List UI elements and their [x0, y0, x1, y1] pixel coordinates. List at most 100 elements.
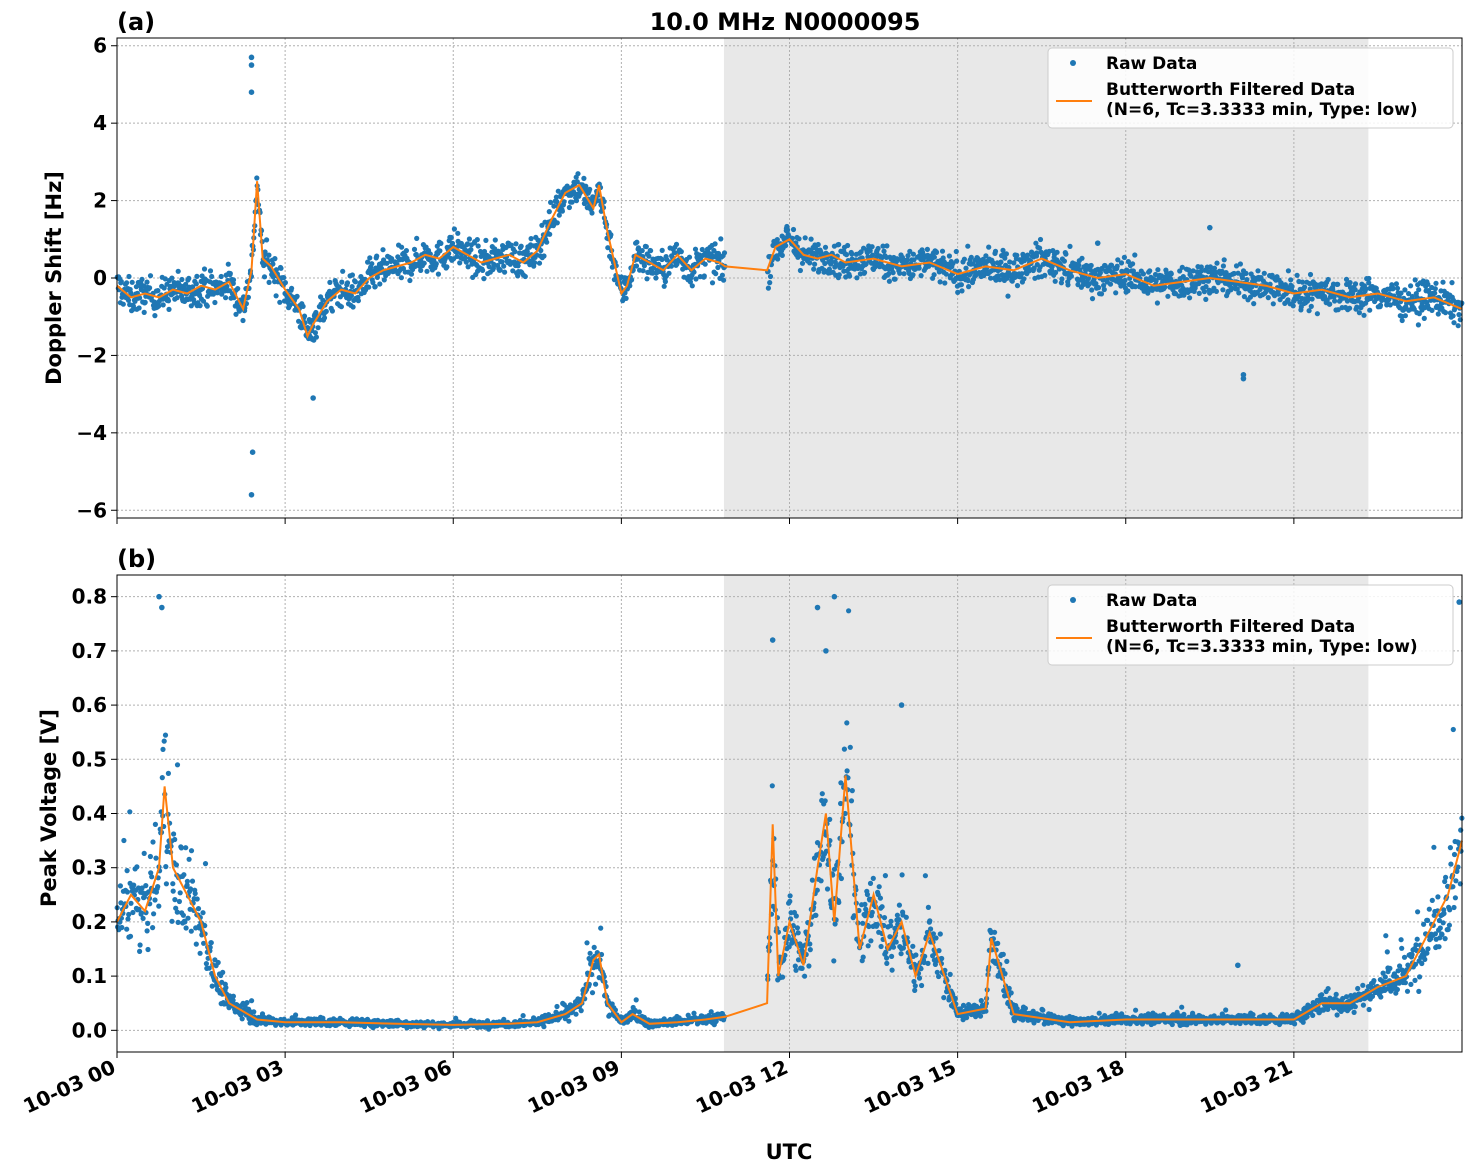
raw-data-point	[156, 303, 162, 309]
raw-data-point	[254, 175, 260, 181]
raw-data-point	[137, 948, 143, 955]
raw-data-point	[152, 313, 158, 319]
raw-data-point	[145, 920, 151, 927]
raw-data-point	[828, 258, 834, 264]
raw-data-point	[1308, 303, 1314, 309]
raw-data-point	[822, 798, 828, 804]
raw-data-point	[162, 732, 169, 738]
raw-data-point	[1005, 293, 1011, 299]
raw-data-point	[502, 269, 508, 275]
raw-data-point	[983, 253, 989, 259]
raw-data-point	[172, 836, 178, 843]
raw-data-point	[490, 265, 496, 271]
raw-data-point	[650, 270, 656, 276]
raw-data-point	[1058, 280, 1064, 286]
raw-data-point	[1011, 260, 1017, 266]
raw-data-point	[1162, 284, 1168, 290]
raw-data-point	[235, 286, 241, 292]
raw-data-point	[1275, 291, 1281, 297]
raw-data-point	[144, 928, 150, 934]
raw-data-point	[214, 290, 220, 296]
raw-data-point	[581, 175, 587, 181]
raw-data-point	[384, 260, 390, 266]
y-tick-label: −6	[76, 498, 107, 522]
raw-data-point	[1306, 308, 1312, 314]
raw-data-point	[1270, 301, 1276, 307]
raw-data-point	[1319, 992, 1325, 998]
raw-data-point	[315, 325, 321, 331]
raw-data-point	[1003, 251, 1010, 257]
raw-data-point	[811, 266, 817, 272]
raw-data-point	[1425, 281, 1431, 287]
raw-data-point	[919, 982, 925, 989]
raw-data-point	[1125, 259, 1131, 265]
raw-data-point	[153, 855, 159, 861]
raw-data-point	[992, 929, 998, 935]
raw-data-point	[884, 960, 890, 967]
raw-data-point	[925, 960, 931, 967]
raw-data-point	[468, 247, 474, 253]
raw-data-point	[931, 272, 937, 278]
raw-data-point	[183, 281, 189, 287]
raw-data-point	[693, 276, 699, 282]
raw-data-point	[174, 762, 181, 768]
raw-data-point	[547, 231, 553, 237]
raw-data-point	[1352, 287, 1358, 293]
raw-data-point	[1180, 274, 1186, 280]
raw-data-point	[870, 875, 876, 882]
raw-data-point	[1177, 268, 1183, 274]
raw-data-point	[1363, 286, 1369, 292]
raw-data-point	[1261, 270, 1267, 276]
raw-data-point	[1108, 262, 1115, 268]
raw-data-point	[1402, 313, 1408, 319]
raw-data-point	[483, 237, 489, 243]
raw-data-point	[1065, 282, 1071, 288]
raw-data-point	[822, 244, 829, 250]
raw-data-point	[1007, 259, 1013, 265]
raw-data-point	[1432, 290, 1438, 296]
raw-data-point	[1220, 287, 1226, 293]
raw-data-point	[633, 263, 640, 269]
raw-data-point	[1089, 287, 1095, 293]
raw-data-point	[1251, 301, 1257, 307]
raw-data-point	[124, 280, 130, 286]
raw-data-point	[1352, 281, 1359, 287]
legend-label-filtered: Butterworth Filtered Data	[1106, 80, 1355, 100]
raw-data-point	[281, 275, 287, 281]
raw-data-point	[137, 295, 143, 301]
raw-data-point	[1059, 276, 1065, 282]
raw-data-point	[323, 308, 329, 314]
raw-data-point	[233, 311, 239, 317]
raw-data-point	[831, 958, 837, 964]
raw-data-point	[709, 280, 716, 286]
raw-data-point	[475, 243, 481, 249]
raw-data-point	[1052, 278, 1058, 284]
raw-data-point	[1394, 986, 1400, 993]
raw-data-point	[1390, 286, 1396, 292]
raw-data-point	[239, 1016, 245, 1022]
raw-data-point	[202, 861, 209, 867]
raw-data-point	[1085, 276, 1091, 282]
x-axis-ticks	[116, 518, 1295, 524]
raw-data-point	[301, 313, 308, 319]
raw-data-point	[961, 256, 968, 262]
raw-data-point	[950, 261, 956, 267]
raw-data-point	[1025, 252, 1031, 258]
raw-data-point	[175, 268, 181, 274]
raw-data-point	[152, 821, 158, 828]
raw-data-point	[200, 298, 207, 304]
raw-data-point	[204, 303, 210, 309]
raw-data-point	[896, 902, 903, 908]
raw-data-point	[1387, 302, 1393, 308]
raw-data-point	[457, 260, 463, 266]
raw-data-point	[1113, 290, 1119, 296]
raw-data-point	[925, 904, 932, 911]
raw-data-point	[209, 983, 215, 989]
raw-data-point	[200, 910, 206, 916]
raw-data-point	[174, 909, 180, 915]
raw-data-point	[1289, 283, 1295, 290]
raw-data-point	[1249, 284, 1255, 290]
raw-data-point	[120, 301, 126, 307]
raw-data-point	[793, 913, 799, 919]
raw-data-point	[794, 925, 801, 931]
